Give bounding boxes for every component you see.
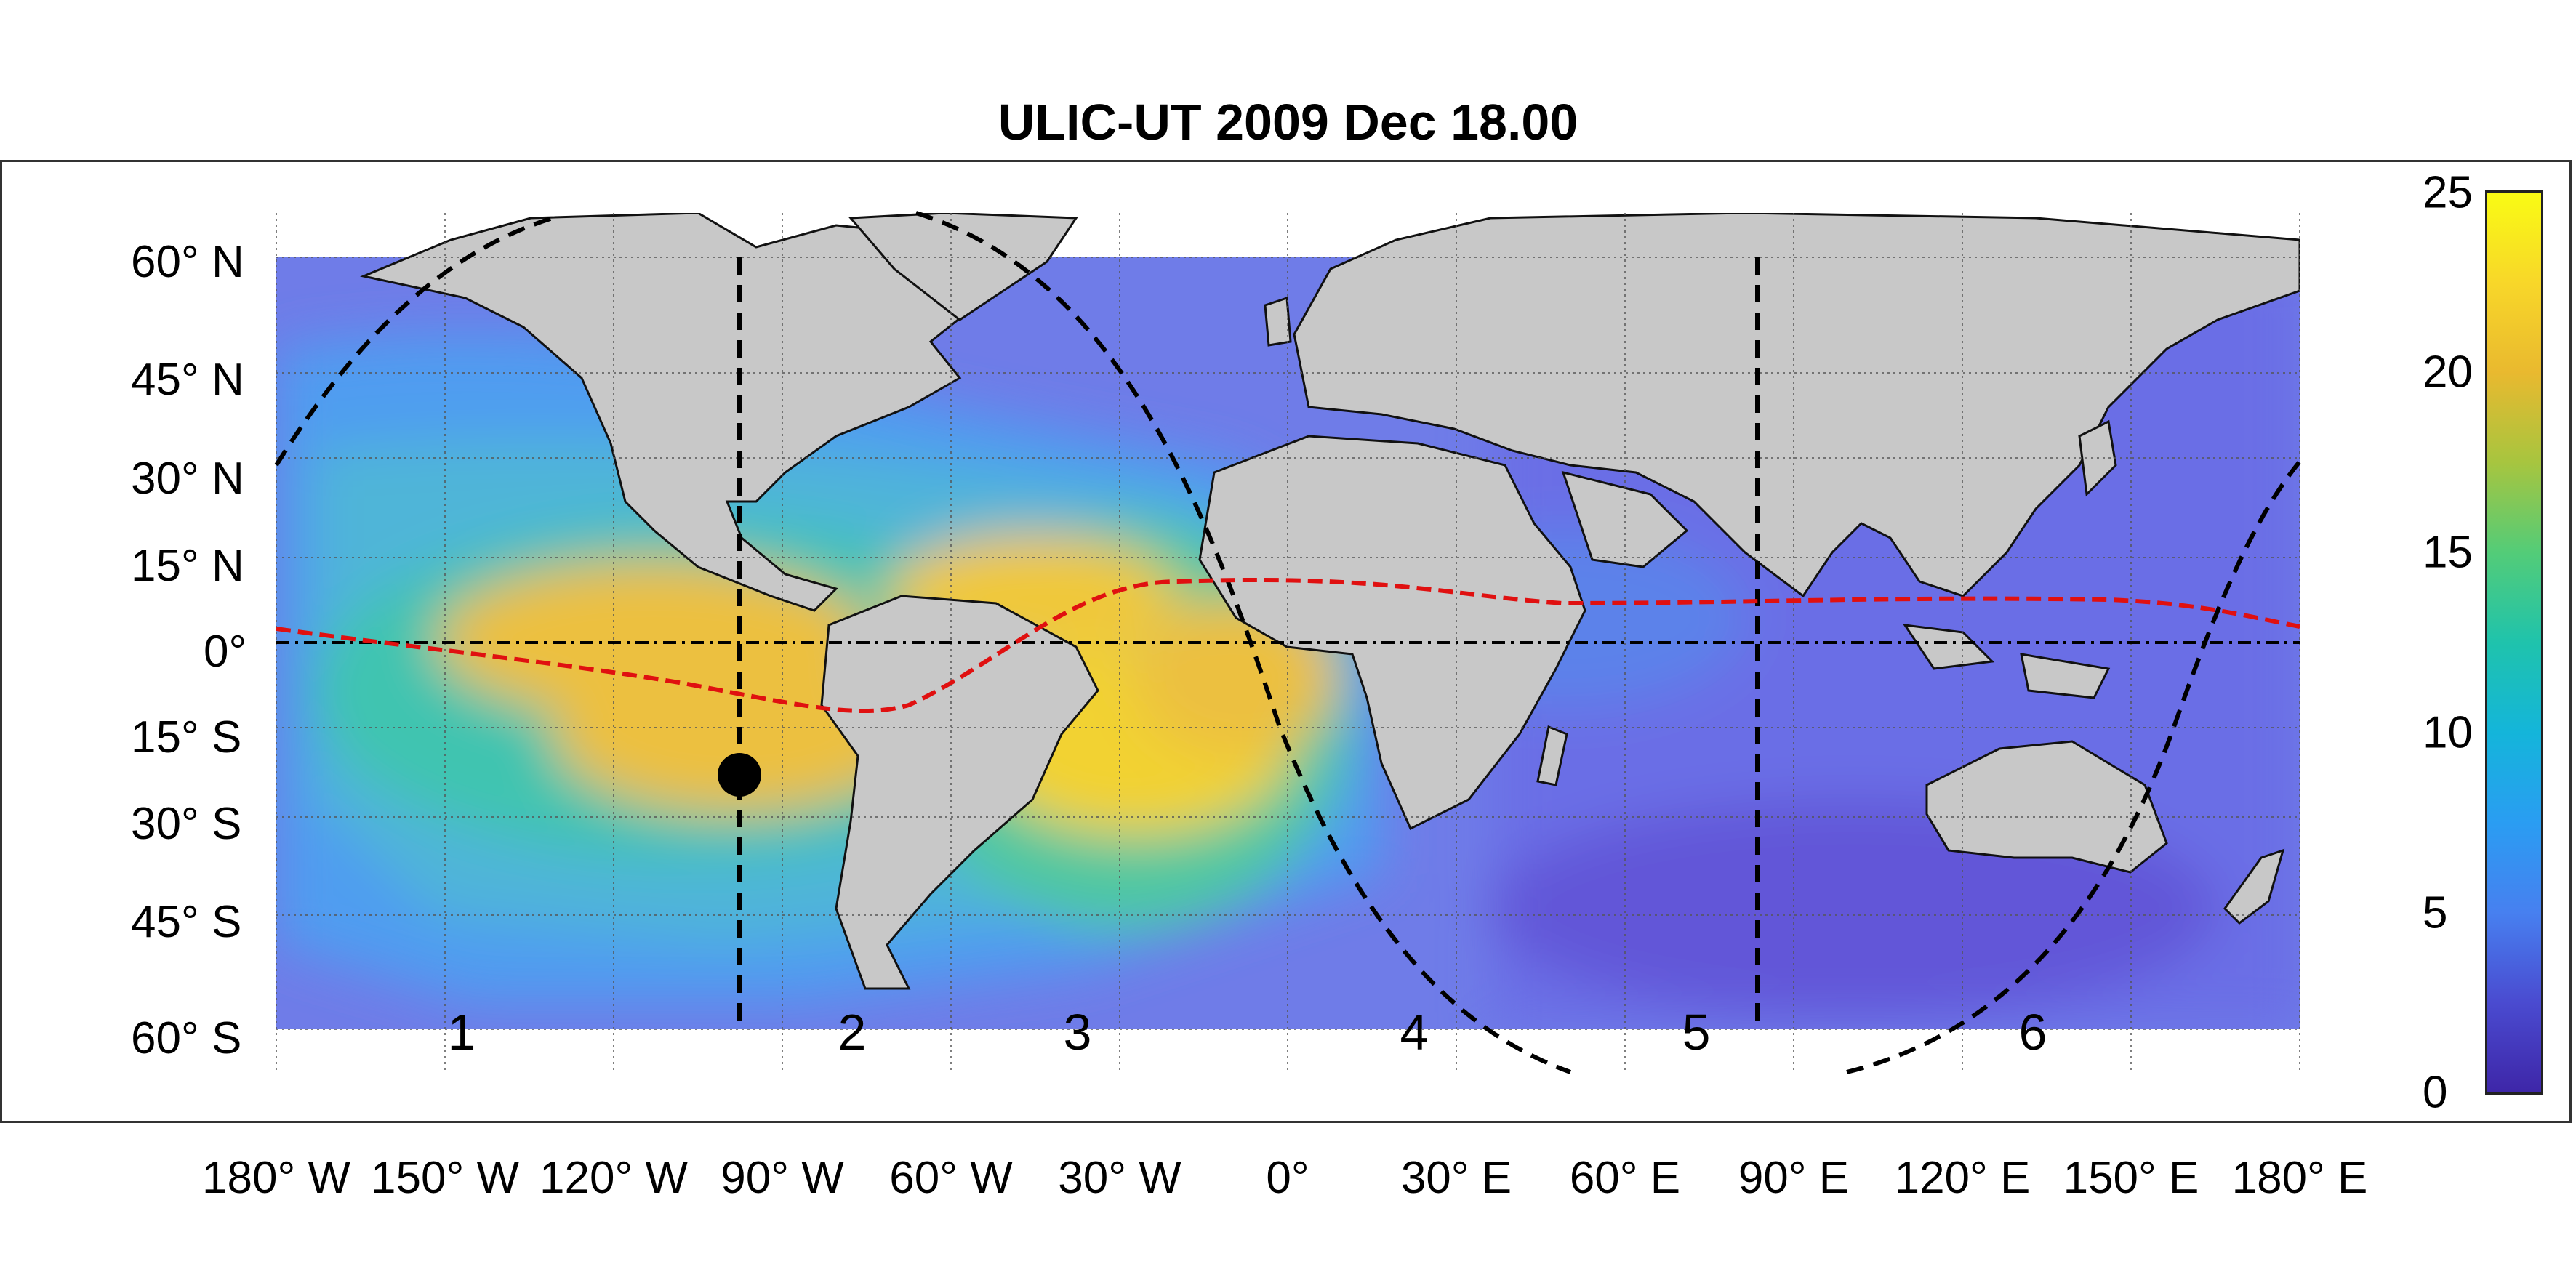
terminator-west-arc xyxy=(274,216,553,467)
x-label-30w: 30° W xyxy=(1058,1153,1181,1203)
figure-frame xyxy=(0,160,2572,1123)
y-label-45n: 45° N xyxy=(131,355,244,405)
y-label-15s: 15° S xyxy=(131,712,242,762)
y-label-15n: 15° N xyxy=(131,541,244,591)
colorbar-tick-0: 0 xyxy=(2423,1067,2448,1118)
x-label-120w: 120° W xyxy=(539,1153,688,1203)
colorbar-tick-25: 25 xyxy=(2423,167,2473,218)
x-label-30e: 30° E xyxy=(1400,1153,1512,1203)
y-label-30n: 30° N xyxy=(131,454,244,504)
sector-label-4: 4 xyxy=(1400,1004,1429,1060)
y-label-30s: 30° S xyxy=(131,799,242,849)
x-label-90w: 90° W xyxy=(721,1153,844,1203)
terminator-far-east-arc xyxy=(1846,460,2302,1074)
sector-label-5: 5 xyxy=(1682,1004,1711,1060)
map-title: ULIC-UT 2009 Dec 18.00 xyxy=(998,94,1578,150)
x-label-0: 0° xyxy=(1266,1153,1309,1203)
colorbar-tick-5: 5 xyxy=(2423,887,2448,938)
x-label-120e: 120° E xyxy=(1894,1153,2031,1203)
x-label-60e: 60° E xyxy=(1569,1153,1681,1203)
continents xyxy=(359,213,2300,990)
colorbar xyxy=(2485,190,2543,1095)
sector-label-3: 3 xyxy=(1063,1004,1092,1060)
y-label-60s: 60° S xyxy=(131,1013,242,1063)
x-label-150w: 150° W xyxy=(371,1153,519,1203)
colorbar-tick-10: 10 xyxy=(2423,707,2473,758)
sector-label-6: 6 xyxy=(2018,1004,2047,1060)
x-label-90e: 90° E xyxy=(1738,1153,1850,1203)
x-label-180e: 180° E xyxy=(2231,1153,2368,1203)
sector-label-2: 2 xyxy=(838,1004,867,1060)
x-label-180w: 180° W xyxy=(202,1153,350,1203)
colorbar-tick-15: 15 xyxy=(2423,527,2473,578)
terminator-east-arc xyxy=(915,211,1572,1074)
magnetic-equator-line xyxy=(276,578,2300,714)
subsolar-point-marker xyxy=(718,753,761,797)
sector-label-1: 1 xyxy=(447,1004,476,1060)
x-label-60w: 60° W xyxy=(889,1153,1013,1203)
y-label-45s: 45° S xyxy=(131,897,242,947)
y-label-60n: 60° N xyxy=(131,237,244,287)
y-label-0: 0° xyxy=(204,627,247,677)
colorbar-tick-20: 20 xyxy=(2423,347,2473,398)
x-label-150e: 150° E xyxy=(2063,1153,2199,1203)
